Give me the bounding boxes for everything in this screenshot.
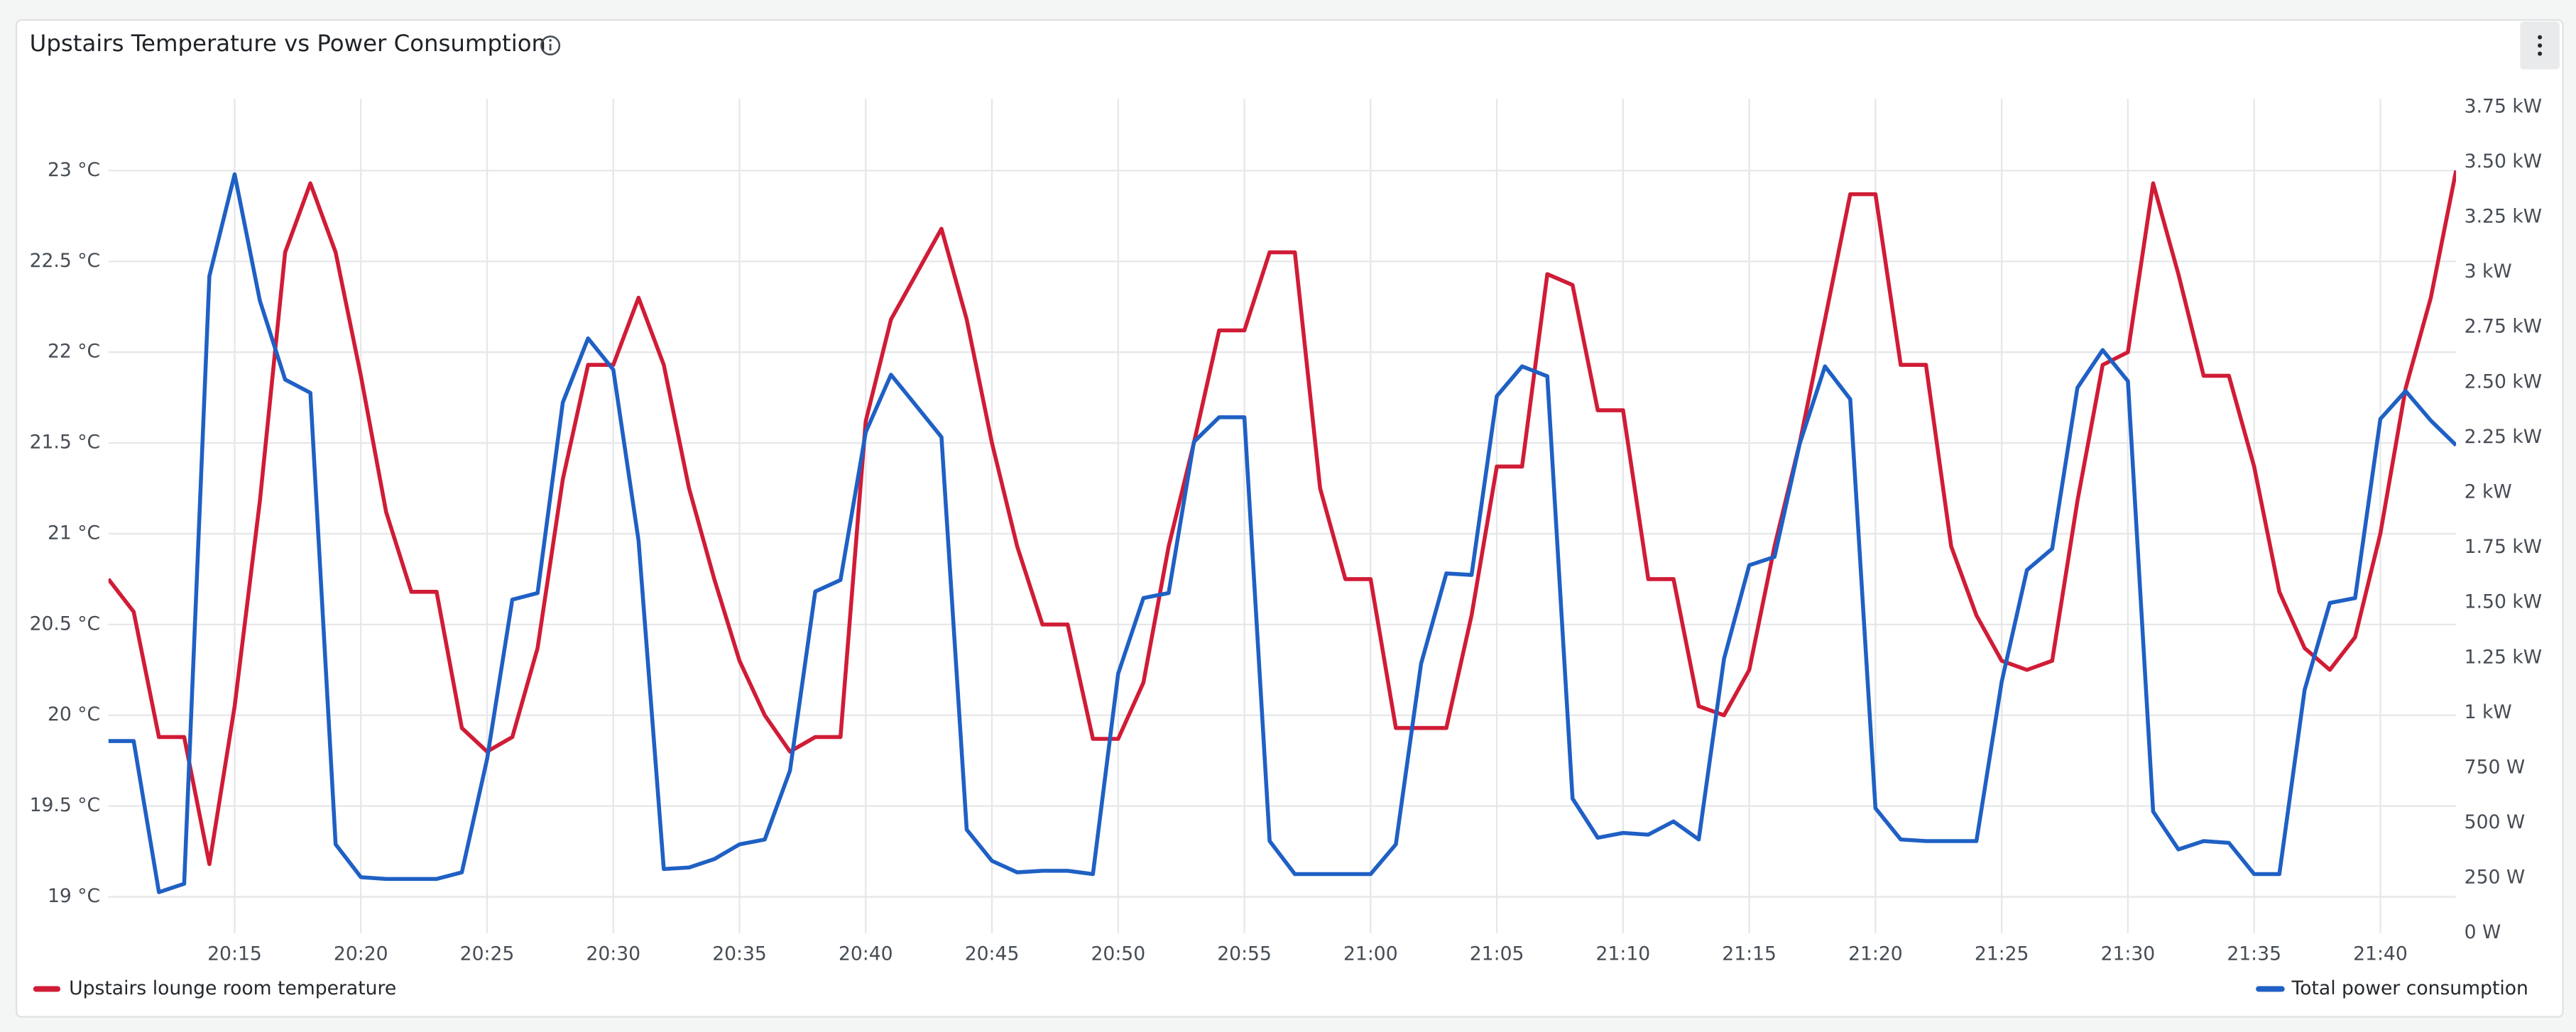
y-tick-label: 22.5 °C <box>30 250 101 272</box>
y2-tick-label: 3.25 kW <box>2465 206 2542 228</box>
x-tick-label: 21:00 <box>1343 943 1398 965</box>
x-tick-label: 20:30 <box>586 943 640 965</box>
y2-tick-label: 1 kW <box>2465 701 2512 723</box>
y-tick-label: 22 °C <box>48 341 100 363</box>
x-tick-label: 20:25 <box>460 943 515 965</box>
legend-item: Total power consumption <box>2256 977 2528 999</box>
panel-frame <box>15 19 2564 1018</box>
x-tick-label: 21:05 <box>1470 943 1524 965</box>
series-line <box>108 172 2457 894</box>
legend-label: Total power consumption <box>2291 977 2528 999</box>
y2-tick-label: 3.50 kW <box>2465 150 2542 172</box>
y-tick-label: 20 °C <box>48 703 100 725</box>
x-tick-label: 21:15 <box>1722 943 1777 965</box>
menu-button[interactable] <box>2520 21 2560 70</box>
x-tick-label: 20:55 <box>1217 943 1272 965</box>
y2-tick-label: 3.75 kW <box>2465 95 2542 117</box>
grid <box>108 99 2457 933</box>
x-tick-label: 21:25 <box>1975 943 2029 965</box>
legend-label: Upstairs lounge room temperature <box>69 977 396 999</box>
x-tick-label: 21:20 <box>1848 943 1903 965</box>
y2-tick-label: 2.75 kW <box>2465 316 2542 338</box>
x-tick-label: 20:35 <box>712 943 767 965</box>
info-icon[interactable] <box>540 35 561 56</box>
y-tick-label: 19.5 °C <box>30 794 101 816</box>
y2-tick-label: 1.25 kW <box>2465 646 2542 668</box>
y2-tick-label: 750 W <box>2465 756 2526 778</box>
y2-tick-label: 500 W <box>2465 811 2526 833</box>
x-tick-label: 21:35 <box>2227 943 2281 965</box>
y2-tick-label: 1.75 kW <box>2465 536 2542 558</box>
y-tick-label: 21.5 °C <box>30 432 101 454</box>
x-tick-label: 20:45 <box>965 943 1020 965</box>
x-tick-label: 21:40 <box>2353 943 2408 965</box>
y2-tick-label: 2 kW <box>2465 481 2512 503</box>
y2-tick-label: 2.25 kW <box>2465 426 2542 448</box>
y2-tick-label: 0 W <box>2465 921 2501 943</box>
plot-area <box>108 170 2457 894</box>
series-line <box>108 170 2457 867</box>
legend-item: Upstairs lounge room temperature <box>33 977 396 999</box>
y2-tick-label: 2.50 kW <box>2465 370 2542 393</box>
y-tick-label: 20.5 °C <box>30 613 101 635</box>
y2-tick-label: 1.50 kW <box>2465 591 2542 613</box>
y-tick-label: 21 °C <box>48 522 100 544</box>
y2-tick-label: 250 W <box>2465 867 2526 889</box>
x-tick-label: 20:20 <box>334 943 388 965</box>
x-tick-label: 20:50 <box>1091 943 1145 965</box>
panel-title: Upstairs Temperature vs Power Consumptio… <box>30 30 546 57</box>
y-tick-label: 23 °C <box>48 159 100 181</box>
y-tick-label: 19 °C <box>48 885 100 907</box>
x-tick-label: 21:30 <box>2101 943 2156 965</box>
x-tick-label: 21:10 <box>1596 943 1651 965</box>
x-tick-label: 20:15 <box>207 943 262 965</box>
y2-tick-label: 3 kW <box>2465 260 2512 282</box>
x-tick-label: 20:40 <box>839 943 893 965</box>
